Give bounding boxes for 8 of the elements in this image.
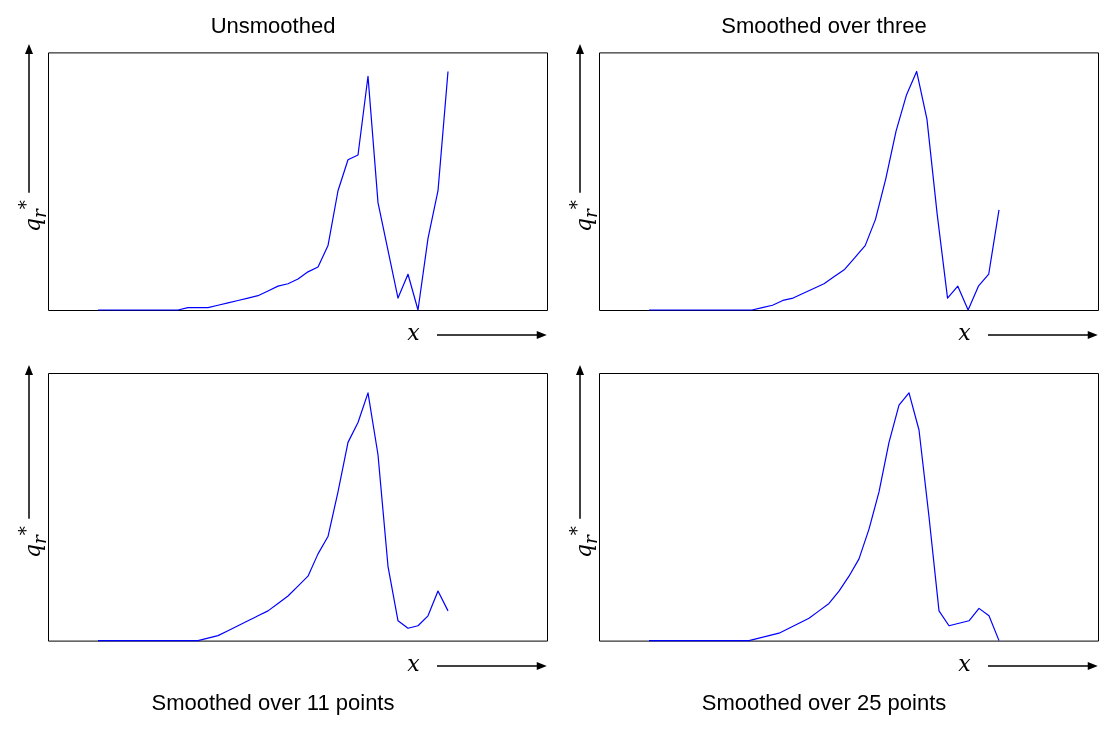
chart-title: Smoothed over three — [721, 13, 927, 39]
x-axis-title: x — [407, 650, 420, 676]
chart-title: Unsmoothed — [210, 13, 336, 39]
text: Smoothed over 25 points — [701, 689, 947, 715]
x-axis-title: x — [958, 650, 971, 676]
x-axis-title: x — [407, 320, 420, 345]
x-axis-title: x — [958, 320, 971, 345]
text: Smoothed over 11 points — [151, 689, 395, 715]
